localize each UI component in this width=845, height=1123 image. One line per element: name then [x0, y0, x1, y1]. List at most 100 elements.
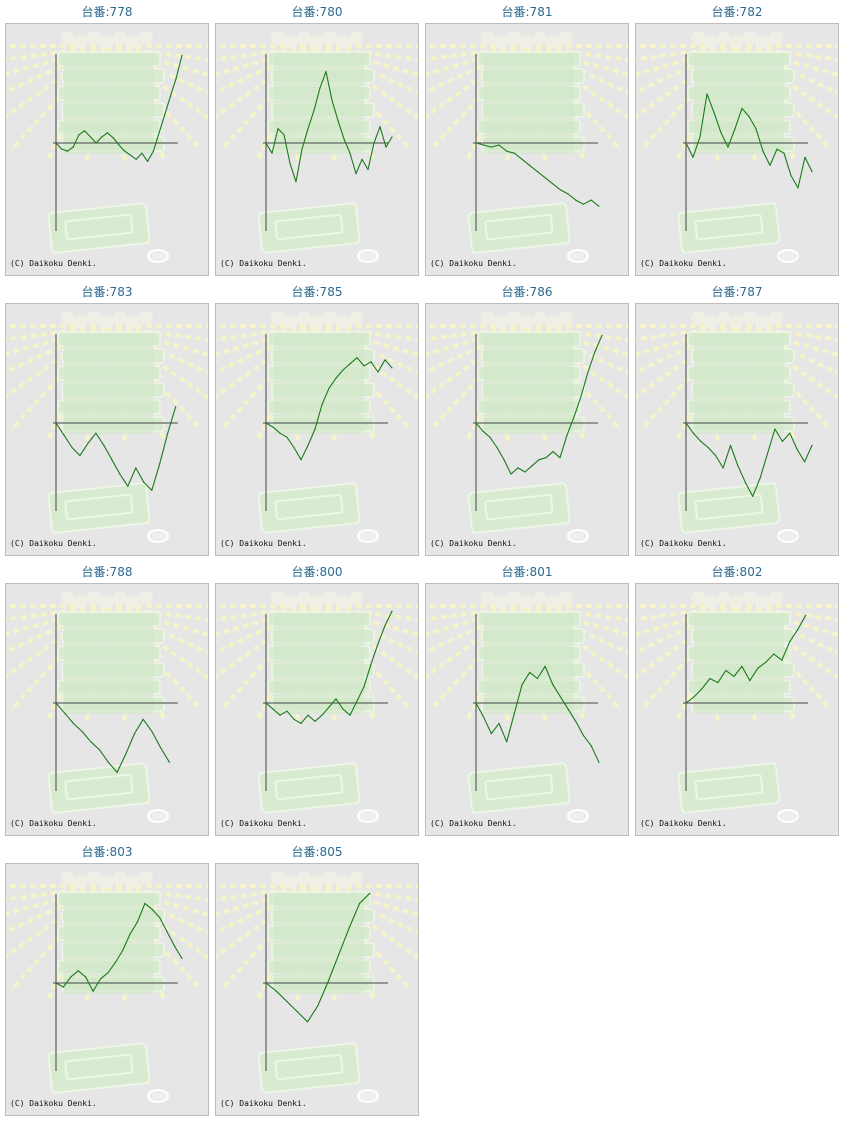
data-point [573, 416, 575, 418]
machine-watermark [6, 31, 208, 263]
data-point [103, 444, 105, 446]
data-point [66, 150, 69, 152]
data-point [475, 702, 477, 704]
machine-watermark [216, 591, 418, 823]
data-point [62, 986, 64, 988]
data-point [106, 132, 109, 134]
data-point [552, 451, 554, 453]
data-point [129, 933, 131, 935]
data-point [99, 978, 102, 980]
chart-svg [636, 31, 838, 263]
chart-title: 台番:786 [501, 285, 553, 299]
copyright-text: (C) Daikoku Denki. [10, 539, 97, 548]
data-point [72, 722, 74, 724]
data-point [272, 426, 274, 428]
data-point [781, 659, 783, 661]
chart-svg [216, 591, 418, 823]
data-point [513, 152, 515, 154]
chart-panel: (C) Daikoku Denki. [635, 583, 839, 836]
series-line [265, 71, 393, 183]
data-point [733, 675, 735, 678]
data-point [119, 473, 121, 475]
data-point [725, 669, 727, 671]
data-point [811, 171, 813, 173]
data-point [349, 714, 351, 716]
data-point [166, 931, 168, 933]
chart-svg [216, 871, 418, 1103]
data-point [95, 142, 97, 144]
series-line [55, 406, 177, 491]
data-point [552, 183, 554, 185]
data-point [692, 156, 694, 158]
data-point [475, 422, 477, 424]
data-point [483, 144, 485, 146]
chart-svg [426, 31, 628, 263]
machine-watermark [426, 591, 628, 823]
data-point [377, 643, 379, 645]
data-point [55, 982, 57, 984]
data-point [601, 334, 603, 336]
data-point [529, 671, 531, 673]
copyright-text: (C) Daikoku Denki. [640, 259, 727, 268]
data-point [349, 152, 351, 154]
data-point [158, 132, 160, 134]
machine-watermark [636, 591, 838, 823]
data-point [384, 624, 386, 627]
data-point [307, 1021, 309, 1023]
data-point [769, 164, 771, 166]
data-point [749, 680, 751, 682]
chart-title: 台番:782 [711, 5, 763, 19]
data-point [265, 142, 267, 144]
data-point [482, 430, 484, 432]
chart-svg [6, 311, 208, 543]
data-point [384, 359, 386, 361]
data-point [781, 440, 783, 442]
data-point [566, 434, 568, 436]
data-point [587, 371, 589, 373]
data-point [152, 150, 154, 152]
data-point [112, 137, 114, 139]
data-point [289, 162, 291, 164]
chart-panel: (C) Daikoku Denki. [635, 23, 839, 276]
data-point [741, 665, 743, 667]
data-point [55, 422, 57, 424]
data-point [580, 395, 582, 398]
data-point [790, 175, 792, 177]
copyright-text: (C) Daikoku Denki. [10, 819, 97, 828]
data-point [567, 708, 569, 710]
data-point [762, 150, 764, 152]
data-point [766, 453, 769, 455]
data-point [169, 95, 172, 97]
data-point [317, 1004, 319, 1006]
data-point [804, 461, 806, 463]
data-point [575, 199, 577, 201]
data-point [524, 471, 526, 473]
data-point [748, 115, 750, 118]
data-point [796, 448, 798, 451]
copyright-text: (C) Daikoku Denki. [430, 539, 517, 548]
data-point [349, 363, 351, 365]
data-point [811, 444, 813, 446]
chart-panel: (C) Daikoku Denki. [425, 23, 629, 276]
data-point [373, 142, 375, 144]
data-point [81, 731, 83, 733]
data-point [699, 136, 701, 138]
data-point [685, 422, 687, 424]
data-point [265, 702, 267, 704]
data-point [338, 953, 340, 955]
data-point [85, 976, 87, 978]
machine-watermark [216, 31, 418, 263]
machine-watermark [426, 311, 628, 543]
data-point [544, 665, 546, 667]
data-point [92, 990, 94, 992]
data-point [272, 708, 274, 710]
data-point [737, 465, 739, 467]
data-point [164, 113, 166, 115]
data-point [286, 710, 288, 712]
data-point [727, 146, 729, 148]
series-line [55, 702, 170, 773]
data-point [789, 432, 791, 434]
data-point [545, 457, 547, 459]
data-point [321, 404, 323, 406]
data-point [70, 976, 72, 978]
